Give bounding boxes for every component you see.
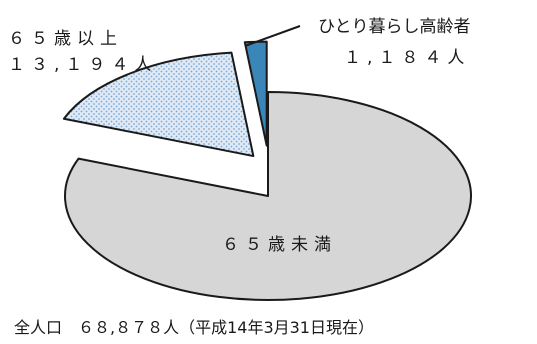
slice-over65 (62, 51, 255, 158)
over65-label: ６５歳以上 (8, 29, 123, 49)
over65-value: １３,１９４人 (8, 55, 157, 75)
alone-label: ひとり暮らし高齢者 (318, 17, 471, 37)
under65-label: ６５歳未満 (222, 235, 337, 255)
footer-total: 全人口 ６８,８７８人（平成14年3月31日現在） (14, 318, 374, 337)
alone-value: １,１８４人 (344, 48, 470, 68)
pie-slices (62, 40, 472, 301)
alone-leader-line (244, 25, 301, 47)
slice-under65 (64, 91, 472, 301)
